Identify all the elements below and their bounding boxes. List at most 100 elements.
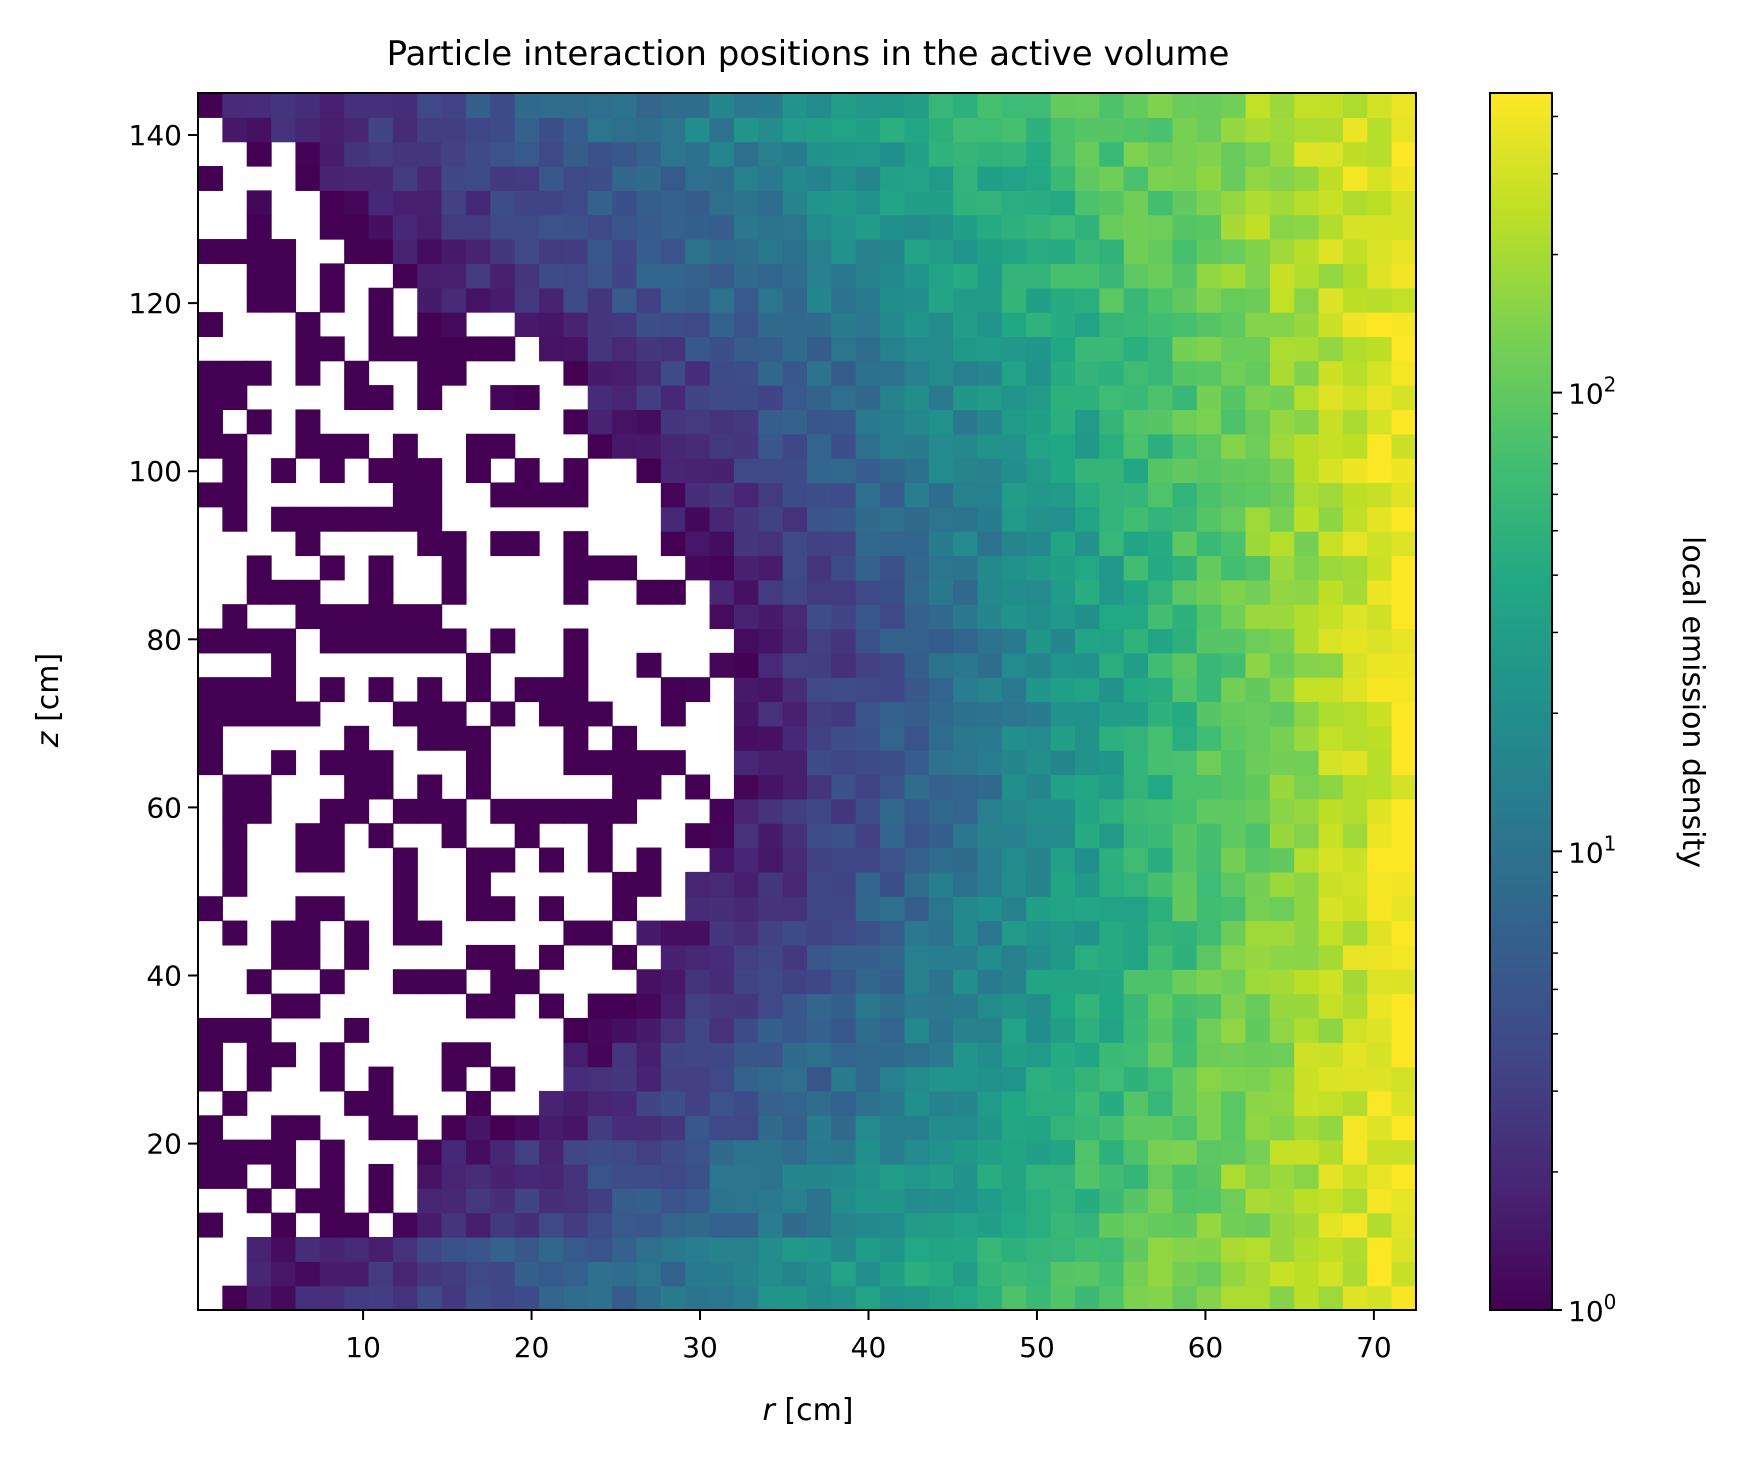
heatmap-cell bbox=[1172, 531, 1198, 557]
heatmap-cell bbox=[1245, 944, 1271, 970]
heatmap-cell bbox=[758, 628, 784, 654]
heatmap-cell bbox=[514, 1261, 540, 1287]
heatmap-cell bbox=[417, 1261, 443, 1287]
heatmap-cell bbox=[1099, 117, 1125, 143]
heatmap-cell bbox=[1269, 774, 1295, 800]
heatmap-cell bbox=[1245, 190, 1271, 216]
heatmap-cell bbox=[1074, 896, 1100, 922]
heatmap-cell bbox=[514, 1163, 540, 1189]
heatmap-cell bbox=[246, 287, 272, 313]
heatmap-cell bbox=[198, 725, 223, 751]
heatmap-cell bbox=[1026, 117, 1052, 143]
heatmap-cell bbox=[733, 214, 759, 240]
heatmap-cell bbox=[1245, 1188, 1271, 1214]
heatmap-cell bbox=[1294, 1261, 1320, 1287]
colorbar bbox=[1490, 93, 1552, 1310]
heatmap-cell bbox=[1026, 1188, 1052, 1214]
heatmap-cell bbox=[709, 1261, 735, 1287]
heatmap-cell bbox=[1269, 555, 1295, 581]
heatmap-cell bbox=[1172, 871, 1198, 897]
heatmap-cell bbox=[1099, 312, 1125, 337]
heatmap-cell bbox=[1221, 969, 1247, 995]
heatmap-cell bbox=[612, 1066, 638, 1092]
heatmap-cell bbox=[612, 1188, 638, 1214]
heatmap-cell bbox=[1099, 263, 1125, 289]
heatmap-cell bbox=[782, 969, 808, 995]
heatmap-cell bbox=[222, 1163, 248, 1189]
heatmap-cell bbox=[928, 336, 954, 362]
heatmap-cell bbox=[441, 1236, 467, 1262]
heatmap-cell bbox=[880, 798, 906, 824]
heatmap-cell bbox=[587, 360, 613, 386]
heatmap-cell bbox=[977, 847, 1003, 873]
heatmap-cell bbox=[660, 166, 686, 191]
heatmap-cell bbox=[904, 677, 930, 703]
heatmap-cell bbox=[636, 993, 662, 1019]
heatmap-cell bbox=[1294, 1236, 1320, 1262]
heatmap-cell bbox=[928, 1090, 954, 1116]
heatmap-cell bbox=[709, 1285, 735, 1311]
heatmap-cell bbox=[198, 239, 223, 264]
heatmap-cell bbox=[928, 896, 954, 922]
heatmap-cell bbox=[904, 847, 930, 873]
heatmap-cell bbox=[271, 944, 297, 970]
heatmap-cell bbox=[1148, 1042, 1173, 1068]
heatmap-cell bbox=[831, 969, 857, 995]
heatmap-cell bbox=[1342, 117, 1368, 143]
heatmap-cell bbox=[271, 1163, 297, 1189]
heatmap-cell bbox=[782, 239, 808, 264]
heatmap-cell bbox=[1221, 312, 1247, 337]
heatmap-cell bbox=[514, 1188, 540, 1214]
heatmap-cell bbox=[1050, 360, 1076, 386]
heatmap-cell bbox=[392, 214, 418, 240]
heatmap-cell bbox=[709, 1017, 735, 1043]
heatmap-cell bbox=[782, 1090, 808, 1116]
heatmap-cell bbox=[904, 920, 930, 946]
heatmap-cell bbox=[1391, 579, 1417, 605]
heatmap-cell bbox=[807, 823, 832, 849]
heatmap-cell bbox=[392, 482, 418, 508]
heatmap-cell bbox=[953, 117, 979, 143]
heatmap-cell bbox=[1367, 1090, 1393, 1116]
heatmap-cell bbox=[758, 896, 784, 922]
plot-frame bbox=[197, 92, 1417, 1311]
heatmap-cell bbox=[1123, 1042, 1149, 1068]
heatmap-cell bbox=[490, 1115, 516, 1141]
heatmap-cell bbox=[1269, 433, 1295, 459]
heatmap-cell bbox=[587, 117, 613, 143]
heatmap-cell bbox=[855, 433, 881, 459]
heatmap-cell bbox=[1026, 287, 1052, 313]
heatmap-cell bbox=[1391, 1139, 1417, 1165]
heatmap-cell bbox=[1318, 93, 1344, 118]
heatmap-cell bbox=[1221, 214, 1247, 240]
heatmap-cell bbox=[685, 117, 711, 143]
heatmap-cell bbox=[246, 555, 272, 581]
heatmap-cell bbox=[271, 93, 297, 118]
heatmap-cell bbox=[685, 1188, 711, 1214]
heatmap-cell bbox=[709, 166, 735, 191]
heatmap-cell bbox=[1196, 920, 1222, 946]
heatmap-cell bbox=[660, 1017, 686, 1043]
heatmap-cell bbox=[1221, 725, 1247, 751]
heatmap-cell bbox=[733, 871, 759, 897]
heatmap-cell bbox=[1318, 1139, 1344, 1165]
heatmap-cell bbox=[1367, 920, 1393, 946]
heatmap-cell bbox=[441, 141, 467, 167]
heatmap-cell bbox=[1001, 458, 1027, 484]
heatmap-cell bbox=[1367, 725, 1393, 751]
heatmap-cell bbox=[782, 1017, 808, 1043]
heatmap-cell bbox=[1148, 677, 1173, 703]
heatmap-cell bbox=[1391, 652, 1417, 678]
heatmap-cell bbox=[831, 1042, 857, 1068]
heatmap-cell bbox=[880, 141, 906, 167]
heatmap-cell bbox=[1172, 117, 1198, 143]
heatmap-cell bbox=[392, 141, 418, 167]
heatmap-cell bbox=[928, 920, 954, 946]
heatmap-cell bbox=[1318, 239, 1344, 264]
heatmap-cell bbox=[368, 214, 394, 240]
heatmap-cell bbox=[1294, 1042, 1320, 1068]
y-tick-label: 40 bbox=[146, 959, 182, 992]
heatmap-cell bbox=[1294, 141, 1320, 167]
heatmap-cell bbox=[953, 652, 979, 678]
